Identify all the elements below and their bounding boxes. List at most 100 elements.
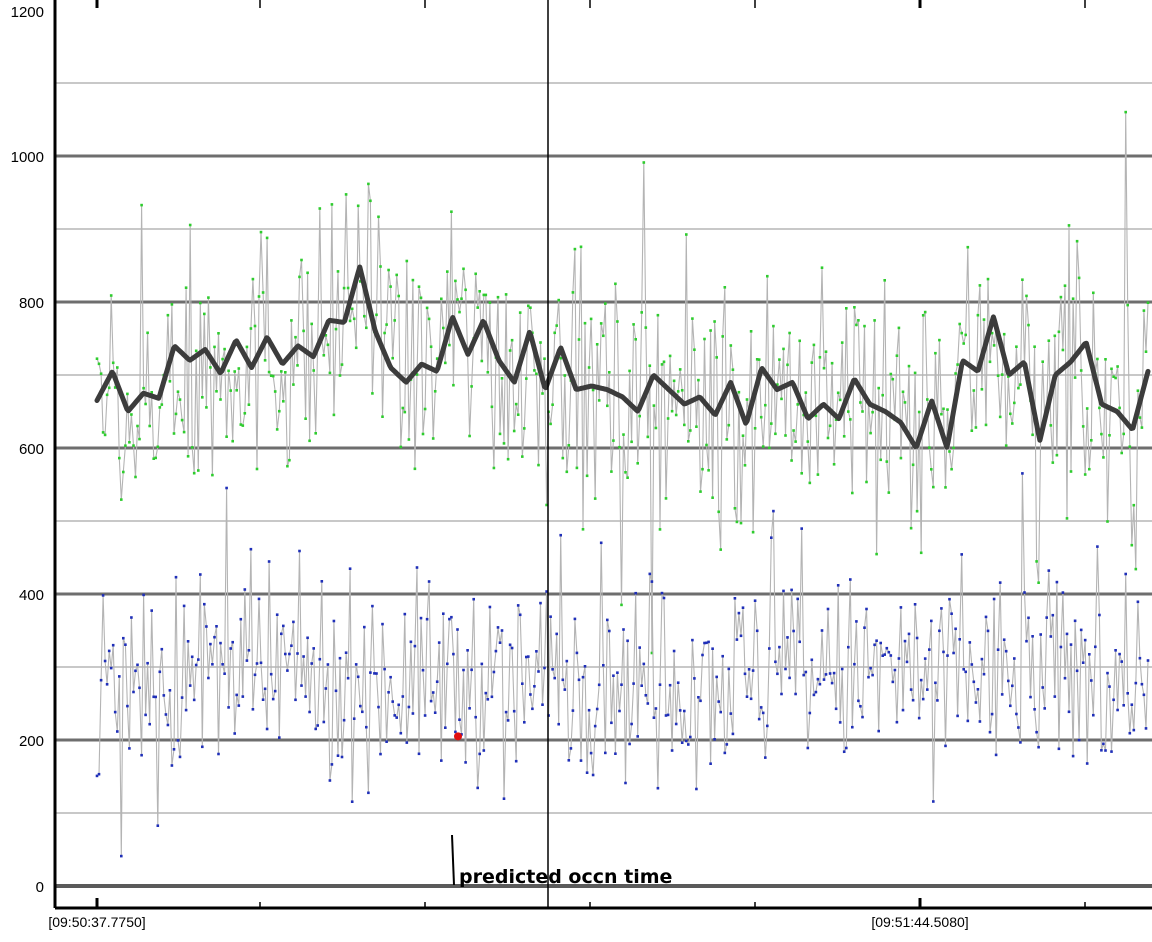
- data-point-upper: [1110, 367, 1113, 371]
- data-point-lower: [482, 749, 486, 752]
- data-point-upper: [1053, 334, 1057, 338]
- data-point-upper: [1063, 284, 1067, 287]
- data-point-upper: [154, 456, 157, 460]
- data-point-lower: [221, 663, 224, 666]
- data-point-lower: [883, 653, 886, 656]
- data-point-lower: [1096, 545, 1099, 548]
- data-point-lower: [644, 694, 648, 697]
- data-point-lower: [648, 572, 652, 576]
- data-point-upper: [685, 233, 688, 236]
- data-point-lower: [113, 710, 117, 714]
- data-point-upper: [401, 406, 405, 410]
- data-point-lower: [415, 566, 419, 569]
- data-point-lower: [97, 772, 101, 776]
- data-point-lower: [427, 580, 431, 583]
- data-point-lower: [504, 710, 508, 714]
- data-point-upper: [954, 372, 957, 375]
- data-point-lower: [500, 629, 504, 632]
- data-point-lower: [565, 659, 569, 663]
- data-point-upper: [784, 434, 787, 437]
- data-point-lower: [245, 659, 249, 662]
- data-point-lower: [105, 683, 109, 686]
- data-point-upper: [632, 323, 635, 326]
- data-point-lower: [512, 709, 516, 713]
- data-point-lower: [184, 708, 188, 712]
- data-point-upper: [142, 386, 145, 390]
- data-point-upper: [464, 288, 467, 292]
- data-point-upper: [413, 467, 417, 471]
- data-point-lower: [190, 655, 194, 659]
- data-point-lower: [871, 673, 874, 677]
- data-point-upper: [269, 374, 273, 377]
- data-point-upper: [280, 370, 283, 373]
- data-point-lower: [354, 663, 358, 666]
- data-point-lower: [842, 750, 846, 753]
- data-point-lower: [433, 711, 437, 714]
- data-point-upper: [109, 294, 113, 297]
- data-point-lower: [719, 710, 722, 714]
- data-point-upper: [804, 391, 808, 394]
- data-point-lower: [257, 597, 261, 601]
- data-point-lower: [510, 646, 514, 650]
- data-point-upper: [132, 444, 135, 447]
- data-point-upper: [537, 463, 540, 467]
- data-point-upper: [658, 528, 662, 531]
- data-point-lower: [506, 719, 510, 722]
- data-point-upper: [211, 473, 214, 477]
- data-point-upper: [425, 306, 429, 310]
- data-point-upper: [1120, 451, 1123, 455]
- data-point-lower: [553, 676, 556, 680]
- data-point-lower: [725, 743, 729, 746]
- data-point-lower: [239, 617, 243, 621]
- data-point-upper: [780, 397, 783, 401]
- data-point-lower: [1130, 703, 1134, 706]
- y-tick-label: 0: [36, 879, 44, 896]
- data-point-lower: [970, 663, 974, 666]
- data-point-upper: [306, 271, 309, 275]
- data-point-upper: [938, 338, 941, 342]
- data-point-upper: [336, 270, 340, 273]
- data-point-lower: [784, 667, 787, 671]
- data-point-lower: [304, 695, 307, 698]
- data-point-upper: [431, 437, 435, 440]
- data-point-lower: [288, 652, 291, 656]
- data-point-upper: [160, 403, 164, 406]
- data-point-upper: [707, 469, 710, 472]
- data-point-lower: [620, 683, 623, 686]
- data-point-lower: [938, 629, 941, 633]
- data-point-lower: [1120, 660, 1123, 663]
- data-point-lower: [356, 675, 360, 679]
- data-point-upper: [891, 377, 895, 381]
- data-point-lower: [676, 681, 680, 684]
- data-point-upper: [290, 319, 293, 322]
- data-point-upper: [1027, 323, 1030, 327]
- data-point-lower: [397, 703, 400, 707]
- data-point-upper: [919, 551, 923, 555]
- data-point-upper: [549, 422, 552, 426]
- data-point-lower: [282, 624, 285, 628]
- data-point-upper: [818, 356, 822, 359]
- data-point-lower: [792, 629, 795, 633]
- data-point-upper: [231, 439, 234, 443]
- data-point-upper: [444, 361, 447, 365]
- data-point-upper: [1118, 406, 1121, 410]
- data-point-upper: [687, 440, 690, 443]
- data-point-upper: [693, 348, 696, 351]
- data-point-upper: [814, 414, 818, 418]
- data-point-lower: [1065, 632, 1069, 636]
- data-point-lower: [413, 644, 417, 648]
- data-point-lower: [411, 712, 415, 715]
- data-point-upper: [612, 439, 615, 442]
- data-point-upper: [111, 361, 115, 365]
- data-point-upper: [753, 427, 757, 430]
- data-point-upper: [928, 446, 931, 449]
- data-point-upper: [964, 333, 967, 337]
- data-point-upper: [448, 343, 451, 347]
- data-point-lower: [1134, 681, 1138, 685]
- data-point-upper: [624, 471, 627, 474]
- data-point-lower: [699, 699, 702, 703]
- data-point-lower: [782, 589, 785, 593]
- data-point-upper: [845, 307, 848, 310]
- data-point-upper: [427, 317, 431, 321]
- data-point-lower: [612, 674, 615, 677]
